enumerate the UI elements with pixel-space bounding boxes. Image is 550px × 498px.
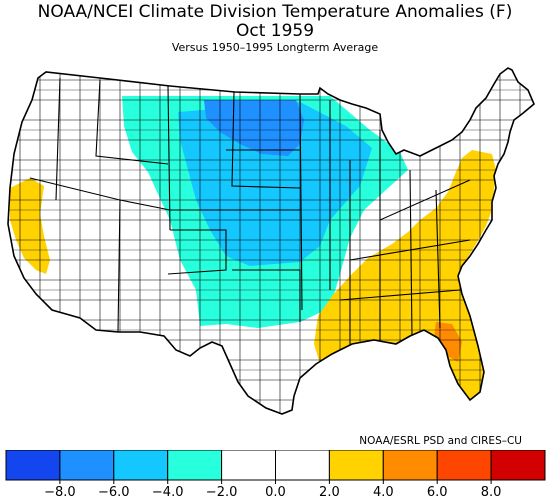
legend-tick-label: −8.0 bbox=[44, 485, 76, 498]
anomaly-fills bbox=[10, 96, 496, 400]
map-subtitle: Versus 1950–1995 Longterm Average bbox=[171, 41, 379, 54]
legend-tick-label: 4.0 bbox=[373, 485, 394, 498]
legend-swatch bbox=[382, 450, 438, 481]
legend-swatch bbox=[59, 450, 115, 481]
legend-swatch bbox=[275, 450, 330, 481]
color-legend: −8.0 −6.0 −4.0 −2.0 0.0 2.0 4.0 6.0 8.0 bbox=[5, 450, 546, 498]
legend-swatch bbox=[436, 450, 492, 481]
legend-swatch bbox=[490, 450, 546, 481]
state-boundaries bbox=[29, 77, 471, 346]
legend-tick-label: 6.0 bbox=[427, 485, 448, 498]
legend-tick-label: 2.0 bbox=[319, 485, 340, 498]
legend-tick-label: 8.0 bbox=[481, 485, 502, 498]
legend-swatch bbox=[167, 450, 223, 481]
legend-tick-label: 0.0 bbox=[265, 485, 286, 498]
legend-swatch bbox=[328, 450, 384, 481]
map-title: NOAA/NCEI Climate Division Temperature A… bbox=[37, 2, 513, 22]
legend-swatch bbox=[113, 450, 169, 481]
anomaly-region-florida bbox=[434, 322, 462, 362]
data-credit: NOAA/ESRL PSD and CIRES–CU bbox=[359, 435, 522, 447]
legend-tick-label: −4.0 bbox=[152, 485, 184, 498]
map-period: Oct 1959 bbox=[235, 21, 315, 41]
us-climate-division-map bbox=[7, 67, 535, 415]
anomaly-region-blue bbox=[204, 100, 304, 156]
legend-tick-label: −6.0 bbox=[98, 485, 130, 498]
legend-tick-label: −2.0 bbox=[206, 485, 238, 498]
legend-swatch bbox=[221, 450, 277, 481]
anomaly-region-cyan bbox=[178, 102, 372, 266]
legend-swatch bbox=[5, 450, 61, 481]
